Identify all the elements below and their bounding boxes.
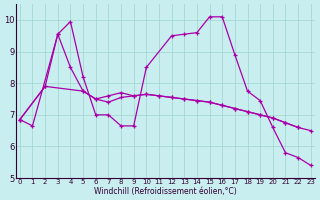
X-axis label: Windchill (Refroidissement éolien,°C): Windchill (Refroidissement éolien,°C)	[94, 187, 237, 196]
